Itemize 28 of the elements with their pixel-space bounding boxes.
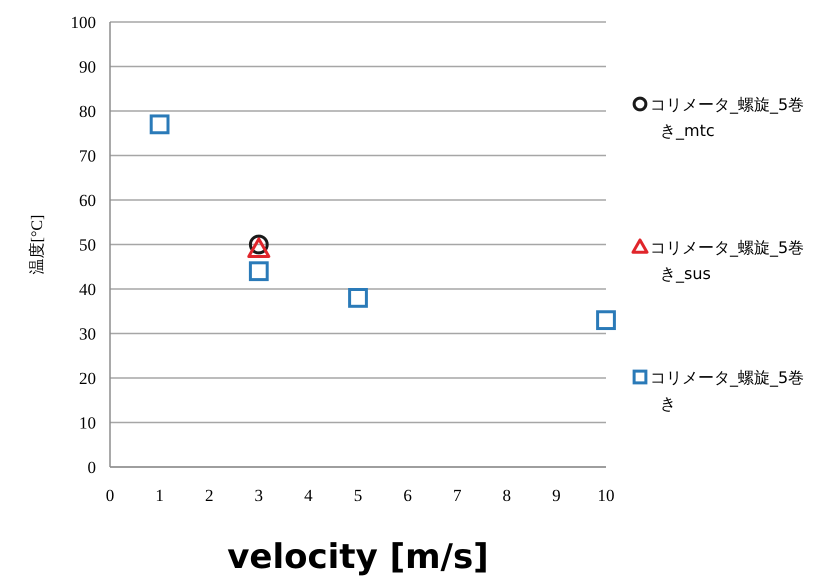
x-tick-label: 0: [106, 486, 114, 505]
x-tick-label: 1: [155, 486, 164, 505]
x-axis-title: velocity [m/s]: [227, 537, 489, 577]
x-tick-label: 9: [552, 486, 561, 505]
x-tick-label: 10: [598, 486, 614, 505]
y-tick-label: 80: [79, 102, 96, 121]
y-tick-label: 100: [70, 13, 96, 32]
x-tick-label: 3: [254, 486, 264, 505]
y-tick-label: 0: [88, 458, 96, 477]
x-tick-label: 4: [304, 486, 314, 505]
x-tick-label: 7: [452, 486, 462, 505]
y-tick-label: 50: [79, 236, 96, 254]
point: [348, 288, 368, 308]
y-tick-label: 40: [79, 280, 96, 299]
y-tick-label: 20: [79, 369, 96, 388]
y-tick-label: 30: [79, 324, 96, 344]
y-axis-title: 温度[°C]: [28, 214, 46, 274]
y-tick-label: 60: [79, 191, 96, 210]
y-tick-label: 70: [79, 146, 96, 166]
y-tick-label: 90: [79, 58, 96, 76]
x-tick-label: 8: [502, 486, 512, 505]
point: [150, 114, 170, 134]
x-tick-label: 5: [354, 486, 362, 505]
point: [248, 261, 269, 282]
x-tick-label: 6: [403, 486, 412, 505]
y-tick-label: 10: [79, 414, 96, 432]
x-tick-label: 2: [204, 486, 214, 505]
point: [596, 310, 616, 330]
